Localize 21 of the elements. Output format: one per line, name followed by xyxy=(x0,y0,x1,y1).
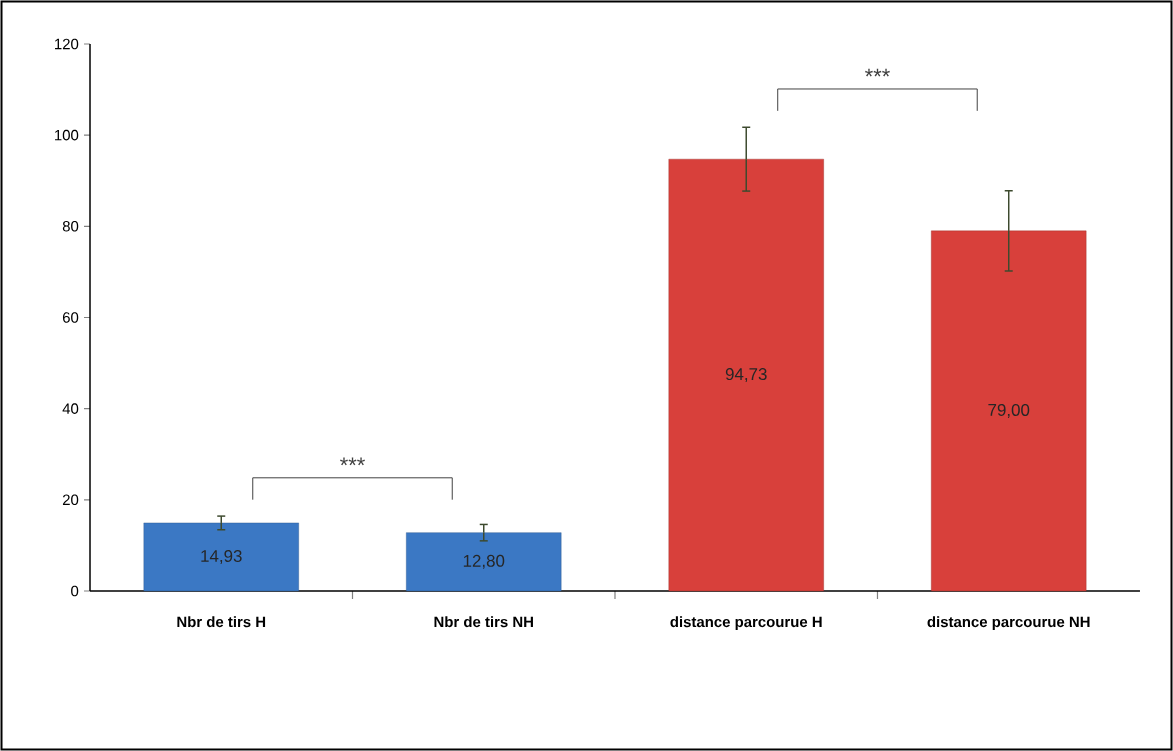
x-tick-label: distance parcourue NH xyxy=(927,616,1090,631)
x-tick-label: Nbr de tirs H xyxy=(177,616,266,628)
y-tick-label: 120 xyxy=(55,38,79,50)
y-tick-label: 0 xyxy=(71,585,79,597)
y-tick-label: 40 xyxy=(62,403,79,414)
bar xyxy=(143,522,299,592)
data-label: 14,93 xyxy=(201,549,242,564)
bar xyxy=(406,532,562,592)
y-tick-label: 100 xyxy=(55,129,79,141)
y-tick-label: 20 xyxy=(62,494,79,506)
annotation: *** xyxy=(340,457,365,466)
bar xyxy=(931,230,1087,592)
y-tick-label: 60 xyxy=(62,312,79,323)
data-label: 12,80 xyxy=(463,554,505,569)
x-tick-label: distance parcourue H xyxy=(670,616,822,631)
data-label: 79,00 xyxy=(988,403,1030,418)
bar xyxy=(668,158,824,592)
y-tick-label: 80 xyxy=(62,221,79,232)
annotation: *** xyxy=(865,68,890,77)
data-label: 94,73 xyxy=(725,368,767,383)
x-tick-label: Nbr de tirs NH xyxy=(434,616,533,628)
